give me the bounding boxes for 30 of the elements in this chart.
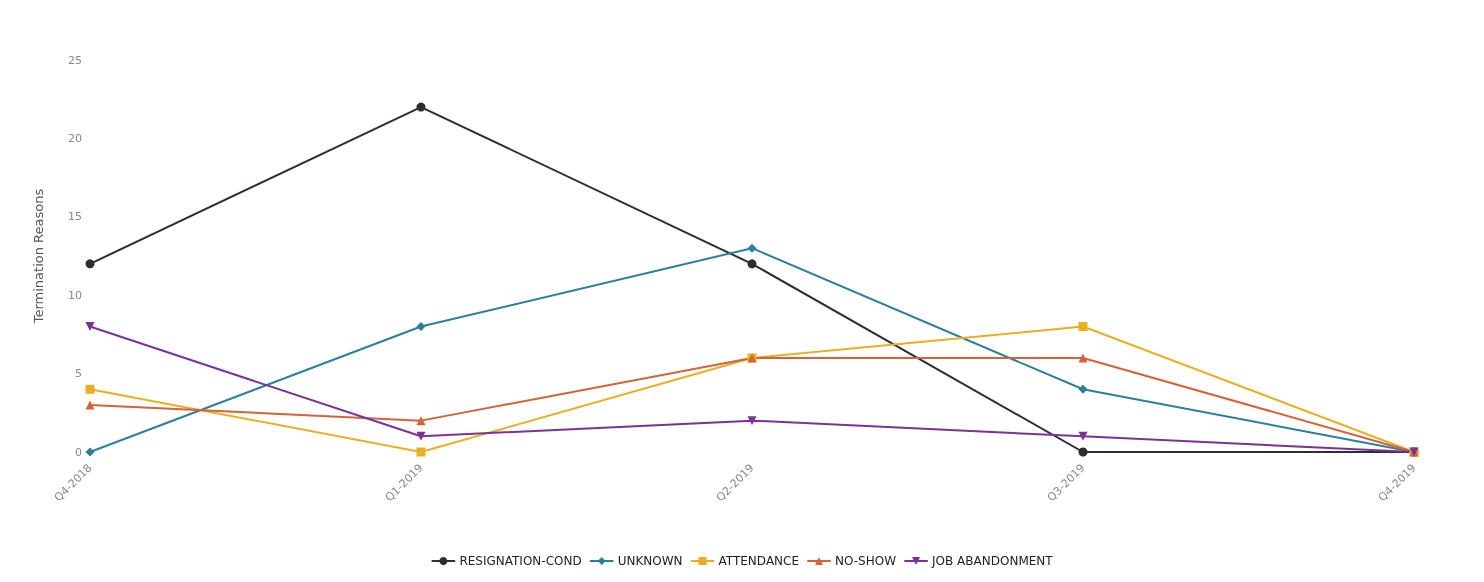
legend-label: RESIGNATION-COND <box>459 554 582 568</box>
y-tick-label: 25 <box>68 53 82 67</box>
legend-label: JOB ABANDONMENT <box>931 554 1054 568</box>
legend-label: UNKNOWN <box>617 554 683 568</box>
y-tick-label: 10 <box>68 288 82 302</box>
point <box>1078 447 1088 457</box>
point <box>747 243 757 253</box>
y-tick-label: 5 <box>75 367 82 381</box>
point <box>416 102 426 112</box>
point <box>416 322 426 332</box>
point <box>747 259 757 269</box>
y-tick-label: 15 <box>68 210 82 224</box>
point <box>85 384 95 394</box>
point <box>85 447 95 457</box>
legend-label: ATTENDANCE <box>718 554 800 568</box>
point <box>85 259 95 269</box>
point <box>1078 431 1088 441</box>
point <box>85 322 95 332</box>
y-axis-title: Termination Reasons <box>31 188 46 325</box>
y-tick-label: 0 <box>75 445 82 459</box>
y-tick-label: 20 <box>68 131 82 145</box>
point <box>416 416 426 426</box>
point <box>85 400 95 410</box>
point <box>1078 384 1088 394</box>
point <box>1078 353 1088 363</box>
point <box>1078 322 1088 332</box>
point <box>416 447 426 457</box>
point <box>747 416 757 426</box>
point <box>416 431 426 441</box>
legend-label: NO-SHOW <box>835 554 897 568</box>
